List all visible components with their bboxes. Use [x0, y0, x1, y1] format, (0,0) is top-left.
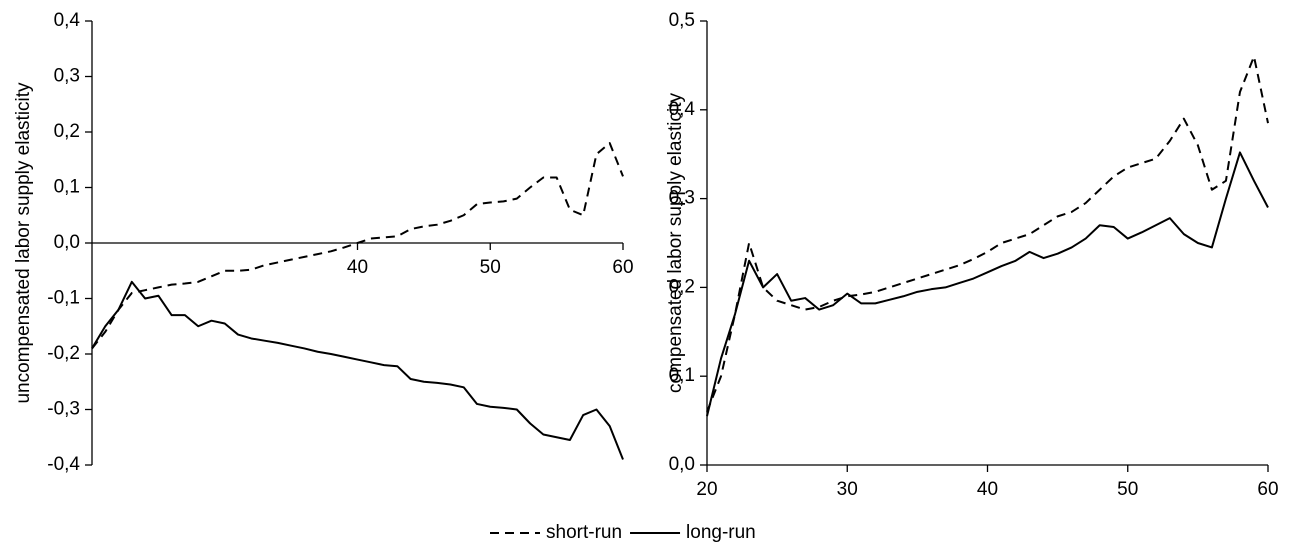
x-tick-label: 40	[347, 257, 368, 278]
series-line	[91, 280, 624, 460]
y-tick-label: 0,2	[669, 276, 695, 297]
y-tick-label: 0,3	[54, 66, 80, 87]
y-tick-label: 0,4	[54, 10, 81, 31]
y-tick-label: 0,4	[669, 99, 696, 120]
y-axis-label: uncompensated labor supply elasticity	[13, 82, 34, 404]
legend-label: long-run	[686, 522, 756, 543]
y-tick-label: 0,3	[669, 188, 695, 209]
y-axis-label: compensated labor supply elasticity	[665, 93, 686, 393]
y-tick-label: 0,5	[669, 10, 695, 31]
y-tick-label: 0,0	[54, 232, 80, 253]
y-tick-label: 0,2	[54, 121, 80, 142]
x-tick-label: 40	[977, 479, 998, 500]
x-tick-label: 20	[696, 479, 717, 500]
y-tick-label: -0,2	[47, 343, 80, 364]
x-tick-label: 50	[480, 257, 501, 278]
x-tick-label: 30	[837, 479, 858, 500]
y-tick-label: 0,1	[54, 177, 80, 198]
y-tick-label: -0,1	[47, 288, 80, 309]
x-tick-label: 50	[1117, 479, 1138, 500]
y-tick-label: -0,3	[47, 399, 80, 420]
legend-label: short-run	[546, 522, 622, 543]
series-line	[91, 142, 624, 350]
y-tick-label: -0,4	[47, 454, 80, 475]
y-tick-label: 0,1	[669, 365, 695, 386]
x-tick-label: 60	[612, 257, 633, 278]
series-line	[706, 151, 1269, 417]
y-tick-label: 0,0	[669, 454, 695, 475]
x-tick-label: 60	[1257, 479, 1278, 500]
